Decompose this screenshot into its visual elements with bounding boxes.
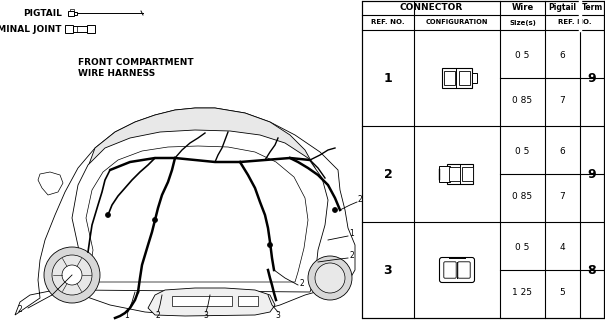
Text: Wire: Wire: [511, 4, 534, 12]
Bar: [439, 166, 450, 182]
Text: 1: 1: [125, 311, 129, 320]
Polygon shape: [15, 108, 355, 315]
Text: Term: Term: [581, 4, 603, 12]
Text: Size(s): Size(s): [509, 20, 536, 26]
Circle shape: [152, 218, 157, 222]
Bar: [172, 296, 232, 306]
Circle shape: [333, 207, 338, 212]
Bar: [68, 11, 74, 15]
Polygon shape: [38, 172, 63, 195]
Bar: [447, 164, 473, 184]
Text: 3: 3: [203, 311, 209, 320]
Text: 6: 6: [560, 52, 566, 60]
Bar: [362, 1, 604, 318]
Text: 1: 1: [349, 229, 354, 238]
Text: TERMINAL JOINT: TERMINAL JOINT: [0, 25, 62, 34]
Text: 3: 3: [384, 263, 392, 276]
Text: 8: 8: [587, 263, 597, 276]
Text: 2: 2: [18, 306, 22, 315]
Text: 2: 2: [300, 278, 305, 287]
Circle shape: [105, 212, 111, 218]
Bar: [462, 167, 473, 181]
Circle shape: [62, 265, 82, 285]
Circle shape: [267, 243, 272, 247]
Text: 7: 7: [560, 192, 566, 201]
Polygon shape: [115, 158, 168, 186]
Circle shape: [308, 256, 352, 300]
Polygon shape: [185, 156, 245, 186]
Text: 0 5: 0 5: [515, 148, 530, 156]
Text: 0 85: 0 85: [512, 192, 532, 201]
Text: 1: 1: [384, 71, 393, 84]
Text: FRONT COMPARTMENT
WIRE HARNESS: FRONT COMPARTMENT WIRE HARNESS: [78, 58, 194, 78]
Text: 2: 2: [384, 167, 393, 180]
Bar: [442, 68, 472, 88]
Bar: [449, 167, 460, 181]
Text: 2: 2: [358, 196, 363, 204]
FancyBboxPatch shape: [439, 258, 474, 283]
Bar: [70, 9, 74, 11]
Circle shape: [44, 247, 100, 303]
Bar: [65, 25, 73, 33]
Polygon shape: [72, 130, 328, 292]
Text: REF. NO.: REF. NO.: [558, 20, 591, 26]
Text: PIGTAIL: PIGTAIL: [23, 9, 62, 18]
Bar: [74, 12, 77, 14]
Text: 5: 5: [560, 288, 566, 297]
Bar: [472, 73, 477, 83]
Bar: [73, 26, 87, 32]
Text: 9: 9: [587, 167, 597, 180]
Circle shape: [52, 255, 92, 295]
Polygon shape: [148, 288, 275, 316]
Text: 9: 9: [587, 71, 597, 84]
Text: 2: 2: [349, 252, 354, 260]
Circle shape: [315, 263, 345, 293]
Text: REF. NO.: REF. NO.: [371, 20, 405, 26]
Polygon shape: [85, 108, 318, 210]
Bar: [87, 25, 95, 33]
Text: CONNECTOR: CONNECTOR: [399, 4, 463, 12]
Text: 3: 3: [275, 311, 281, 320]
Text: 1 25: 1 25: [512, 288, 532, 297]
FancyBboxPatch shape: [458, 262, 470, 278]
Text: 0 5: 0 5: [515, 52, 530, 60]
Text: 0 5: 0 5: [515, 244, 530, 252]
Text: Pigtail: Pigtail: [549, 4, 577, 12]
Bar: [459, 71, 470, 85]
Text: 2: 2: [155, 311, 160, 320]
Text: CONFIGURATION: CONFIGURATION: [426, 20, 488, 26]
Bar: [238, 296, 258, 306]
Bar: [444, 71, 455, 85]
Text: 6: 6: [560, 148, 566, 156]
Text: 7: 7: [560, 96, 566, 105]
FancyBboxPatch shape: [444, 262, 456, 278]
Text: 0 85: 0 85: [512, 96, 532, 105]
Text: 4: 4: [560, 244, 565, 252]
